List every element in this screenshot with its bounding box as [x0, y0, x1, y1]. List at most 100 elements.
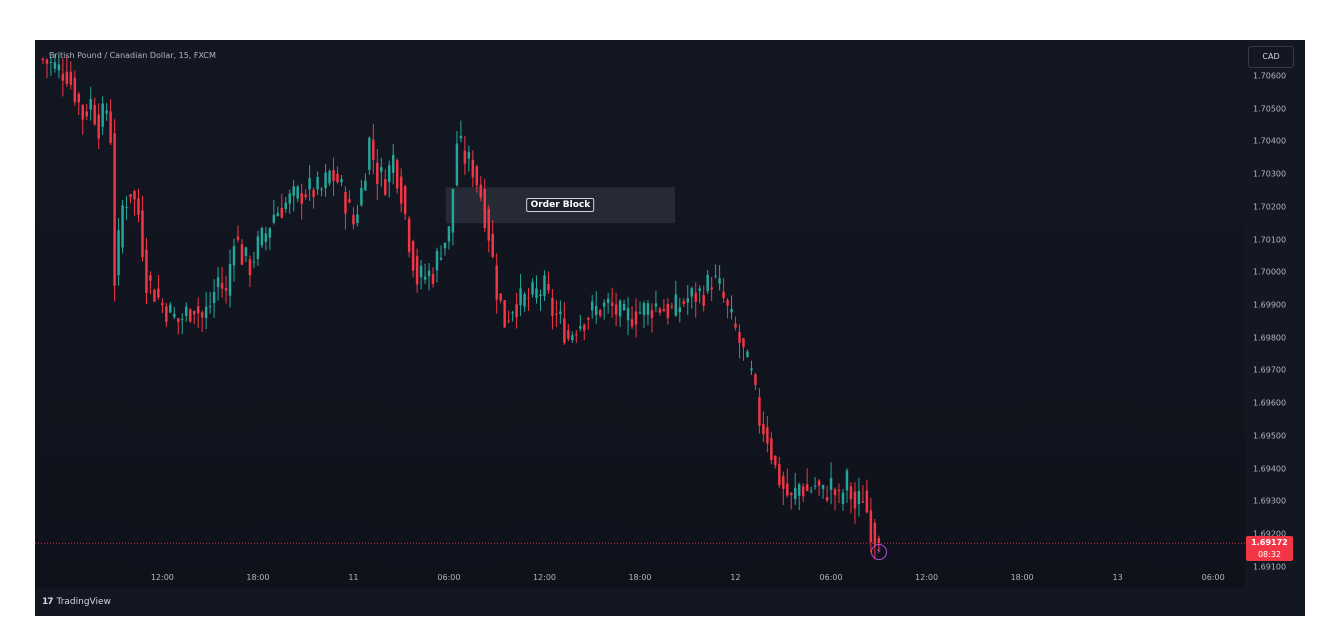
candle-body [45, 59, 49, 64]
candle-body [312, 189, 315, 198]
candle-body [662, 308, 666, 312]
candle-body [85, 111, 88, 117]
candle-body [427, 270, 431, 277]
candle-body [212, 291, 216, 304]
candle-body [555, 313, 558, 315]
candle-body [734, 323, 737, 328]
candle-body [439, 257, 443, 260]
price-tick-label: 1.70500 [1253, 104, 1287, 114]
candle-body [746, 351, 749, 358]
candle-body [479, 184, 483, 198]
lightning-icon[interactable]: ⚡ [870, 544, 887, 560]
candle-body [654, 303, 658, 307]
currency-button[interactable]: CAD [1248, 46, 1294, 68]
candle-body [443, 242, 447, 249]
candle-body [395, 160, 399, 189]
candle-body [698, 288, 701, 291]
candle-body [519, 288, 522, 306]
candle-body [125, 207, 128, 209]
candle-body [388, 165, 391, 182]
candle-body [507, 320, 510, 322]
candle-body [471, 159, 475, 178]
candle-body [602, 302, 606, 307]
time-tick-label: 12:00 [915, 573, 939, 582]
candle-body [332, 169, 335, 182]
candle-body [384, 179, 387, 195]
time-tick-label: 11 [348, 573, 359, 582]
candle-body [165, 306, 168, 322]
candle-body [559, 311, 562, 315]
candle-body [821, 485, 825, 489]
candle-body [571, 335, 574, 341]
candle-body [324, 172, 327, 189]
candle-body [447, 226, 451, 242]
candle-body [849, 486, 853, 500]
candle-body [356, 214, 359, 223]
price-tick-label: 1.69300 [1253, 496, 1287, 506]
price-tick-label: 1.69900 [1253, 300, 1287, 310]
candle-body [730, 308, 733, 313]
candle-body [650, 310, 654, 318]
tradingview-logo[interactable]: 17 TradingView [42, 597, 111, 607]
candle-body [216, 277, 220, 288]
price-tick-label: 1.70400 [1253, 136, 1287, 146]
candle-body [276, 212, 280, 217]
bar-countdown: 08:32 [1257, 550, 1282, 560]
candle-body [706, 274, 709, 292]
candle-body [57, 64, 61, 71]
candle-body [825, 497, 829, 501]
time-tick-label: 18:00 [1010, 573, 1034, 582]
time-tick-label: 18:00 [246, 573, 270, 582]
candle-body [786, 483, 789, 496]
order-block-label[interactable]: Order Block [526, 198, 595, 213]
price-tick-label: 1.69200 [1253, 529, 1287, 539]
candle-body [475, 166, 479, 186]
price-tick-label: 1.70200 [1253, 202, 1287, 212]
footer-bar: 17 TradingView [35, 588, 1305, 616]
candle-body [750, 368, 753, 371]
candle-body [185, 306, 188, 316]
price-tick-label: 1.70000 [1253, 267, 1287, 277]
price-axis[interactable]: 1.70600 1.70500 1.70400 1.70300 1.70200 1.701… [1245, 40, 1305, 588]
candle-body [575, 334, 578, 336]
candle-body [817, 480, 821, 486]
candle-body [272, 214, 276, 223]
candle-body [292, 186, 295, 196]
candle-body [618, 300, 622, 317]
candle-body [702, 295, 705, 306]
candle-body [109, 111, 112, 143]
time-tick-label: 12 [730, 573, 741, 582]
candle-body [797, 484, 801, 496]
candle-body [873, 522, 877, 545]
candle-body [268, 228, 272, 238]
candle-body [778, 464, 781, 486]
price-tick-label: 1.70300 [1253, 169, 1287, 179]
last-price-value: 1.69172 [1251, 538, 1288, 548]
time-axis[interactable]: 12:00 18:00 11 06:00 12:00 18:00 12 06:00 12:00 1… [35, 570, 1245, 588]
candle-body [809, 490, 813, 492]
candle-body [352, 215, 355, 225]
plot-area[interactable]: British Pound / Canadian Dollar, 15, FXC… [35, 40, 1245, 588]
candle-body [372, 139, 375, 160]
price-tick-label: 1.69400 [1253, 464, 1287, 474]
candlestick-chart[interactable] [35, 40, 1245, 588]
candle-body [232, 246, 236, 266]
candle-body [256, 236, 260, 260]
candle-body [284, 202, 287, 210]
candle-body [41, 59, 45, 61]
candle-body [710, 287, 713, 290]
candle-body [690, 288, 693, 297]
candle-body [149, 275, 152, 281]
price-tick-label: 1.69100 [1253, 562, 1287, 572]
candle-body [360, 187, 363, 206]
candle-body [666, 303, 670, 318]
candle-body [320, 188, 323, 190]
candle-body [65, 71, 69, 84]
candle-body [467, 151, 471, 159]
candle-body [837, 489, 841, 491]
candle-body [308, 178, 311, 190]
symbol-title[interactable]: British Pound / Canadian Dollar, 15, FXC… [49, 51, 216, 60]
candle-body [563, 318, 566, 343]
candle-body [411, 241, 415, 271]
candle-body [463, 150, 467, 164]
